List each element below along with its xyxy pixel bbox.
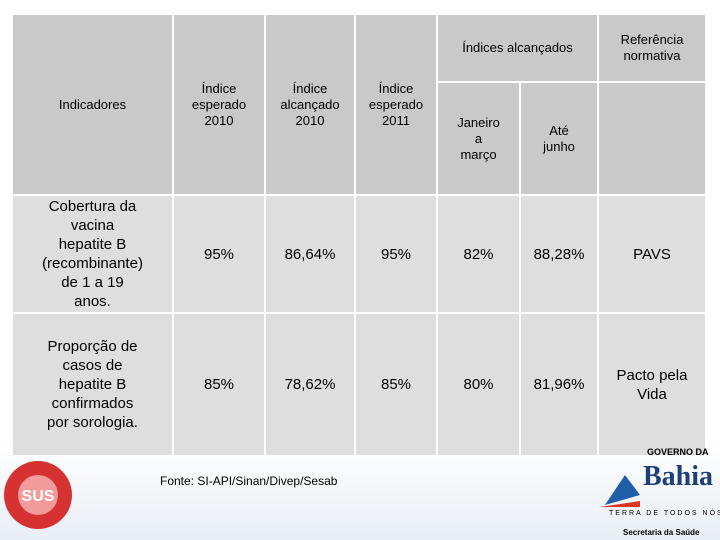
column-header: Até junho xyxy=(520,82,598,195)
column-header-text: Índice alcançado 2010 xyxy=(280,80,340,128)
table-cell-text: 88,28% xyxy=(533,245,585,263)
table-cell: PAVS xyxy=(598,195,706,313)
secretaria: Secretaria da Saúde xyxy=(623,528,700,537)
table-cell-text: 80% xyxy=(463,376,494,393)
slogan: TERRA DE TODOS NÓS xyxy=(609,508,720,517)
sus-logo: SUS xyxy=(4,461,72,529)
row-label: Proporção de casos de hepatite B confirm… xyxy=(12,313,173,456)
row-label-text: Proporção de casos de hepatite B confirm… xyxy=(47,338,138,431)
table-cell: 80% xyxy=(437,313,520,456)
table-cell: 78,62% xyxy=(265,313,355,456)
bahia-text: Bahia xyxy=(643,461,713,492)
column-header: Índice esperado 2010 xyxy=(173,14,265,195)
table-cell-text: 85% xyxy=(203,376,235,393)
table-cell-text: 85% xyxy=(380,376,412,393)
bahia-logo: GOVERNO DA Bahia TERRA DE TODOS NÓS Secr… xyxy=(600,447,720,537)
table-cell: 88,28% xyxy=(520,195,598,313)
table-cell-text: PAVS xyxy=(633,245,671,263)
reference-header: Referência normativa xyxy=(598,14,706,82)
table-cell: 85% xyxy=(355,313,437,456)
table-cell: Pacto pela Vida xyxy=(598,313,706,456)
row-label-text: Cobertura da vacina hepatite B (recombin… xyxy=(42,198,143,310)
table-cell-text: 86,64% xyxy=(284,245,336,263)
column-header: Janeiro a março xyxy=(437,82,520,195)
table-cell-text: 82% xyxy=(463,245,494,263)
table-cell-text: 95% xyxy=(203,245,235,263)
column-header-text: Até junho xyxy=(543,122,575,154)
header-cell xyxy=(598,82,706,195)
table-cell: 86,64% xyxy=(265,195,355,313)
governo-text: GOVERNO DA xyxy=(647,447,709,457)
column-header-text: Janeiro a março xyxy=(457,114,500,162)
group-header-text: Índices alcançados xyxy=(462,40,573,55)
column-header-text: Índice esperado 2011 xyxy=(368,80,424,128)
sus-text: SUS xyxy=(22,488,55,505)
table-cell-text: 78,62% xyxy=(284,376,336,393)
source: Fonte: SI-API/Sinan/Divep/Sesab xyxy=(160,474,338,488)
column-header-text: Índice esperado 2010 xyxy=(191,80,247,128)
row-label: Cobertura da vacina hepatite B (recombin… xyxy=(12,195,173,313)
table-cell-text: 95% xyxy=(380,245,412,263)
table-cell: 95% xyxy=(355,195,437,313)
table-cell: 95% xyxy=(173,195,265,313)
table-cell: 82% xyxy=(437,195,520,313)
table-cell-text: 81,96% xyxy=(533,376,585,393)
column-header-text: Indicadores xyxy=(58,96,127,112)
group-header: Índices alcançados xyxy=(437,14,598,82)
column-header: Indicadores xyxy=(12,14,173,195)
table-cell: 85% xyxy=(173,313,265,456)
column-header: Índice alcançado 2010 xyxy=(265,14,355,195)
column-header: Índice esperado 2011 xyxy=(355,14,437,195)
reference-header-text: Referência normativa xyxy=(620,32,684,63)
table-cell: 81,96% xyxy=(520,313,598,456)
table-cell-text: Pacto pela Vida xyxy=(616,366,688,403)
